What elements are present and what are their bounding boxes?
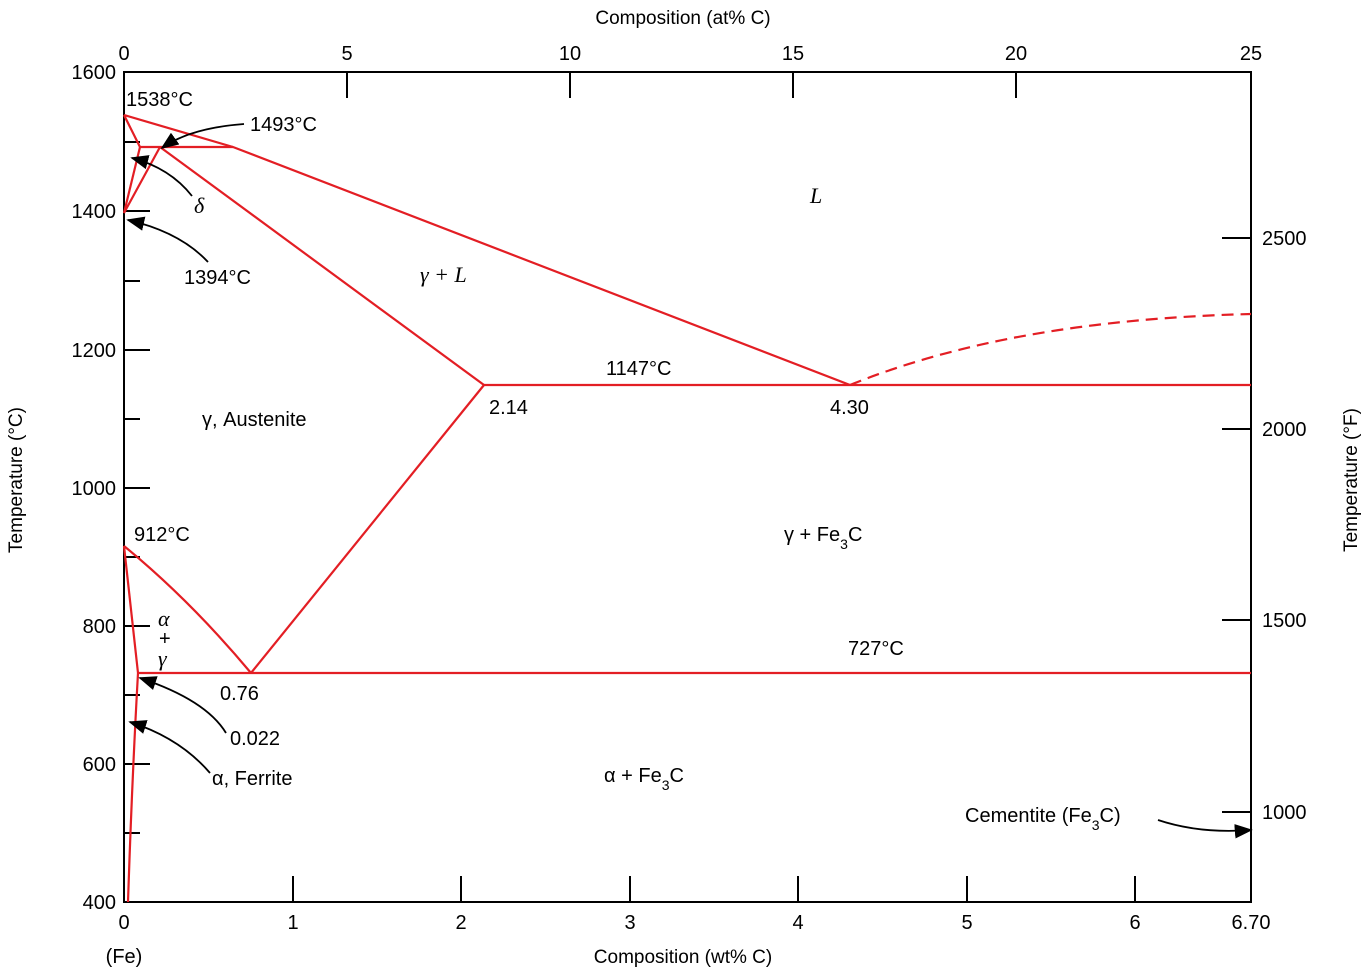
label-alpha-gamma-plus: + [159, 628, 171, 650]
tick-label: 0 [118, 43, 129, 65]
label-gamma-plus-liquid: γ + L [420, 262, 467, 287]
tick-label: 1600 [72, 62, 117, 84]
label-1394c: 1394°C [184, 267, 251, 289]
label-912c: 912°C [134, 524, 190, 546]
label-1147c: 1147°C [606, 358, 671, 380]
tick-label: 1200 [72, 340, 117, 362]
tick-label: 2000 [1262, 419, 1307, 441]
tick-label: 3 [624, 912, 635, 934]
tick-label: 20 [1005, 43, 1027, 65]
right-axis-title: Temperature (°F) [1341, 408, 1362, 552]
left-axis-ticks [124, 141, 150, 834]
top-axis-ticks [346, 72, 1017, 98]
label-austenite: γ, Austenite [202, 409, 307, 431]
delta-gamma-boundary [123, 146, 161, 214]
label-alpha-gamma-alpha: α [158, 606, 170, 631]
tick-label: 5 [961, 912, 972, 934]
diagram-annotations: 1538°C 1493°C δ 1394°C L γ + L 1147°C 2.… [126, 89, 1121, 833]
gamma-solidus [159, 146, 485, 386]
bottom-axis-title: Composition (wt% C) [594, 947, 772, 968]
arrow-0022 [138, 676, 227, 734]
tick-label: 600 [83, 754, 116, 776]
plot-frame [123, 71, 1252, 903]
label-1493c: 1493°C [250, 114, 317, 136]
arrow-cementite [1157, 819, 1253, 839]
label-alpha-plus-fe3c: α + Fe3C [604, 765, 684, 793]
tick-label: 2500 [1262, 228, 1307, 250]
delta-solvus [122, 146, 142, 214]
tick-label: 6.70 [1232, 912, 1271, 934]
label-4-30: 4.30 [830, 397, 869, 419]
tick-label: 800 [83, 616, 116, 638]
phase-boundaries [122, 113, 1252, 903]
tick-label: 1400 [72, 201, 117, 223]
label-0-76: 0.76 [220, 683, 259, 705]
tick-label: 4 [792, 912, 803, 934]
tick-label: 15 [782, 43, 804, 65]
tick-label: 1000 [1262, 802, 1307, 824]
right-tick-labels: 1000 1500 2000 2500 [1262, 228, 1307, 824]
bottom-axis-ticks [292, 876, 1136, 902]
tick-label: 6 [1129, 912, 1140, 934]
left-tick-labels: 400 600 800 1000 1200 1400 1600 [72, 62, 117, 914]
delta-solidus [123, 114, 141, 148]
ferrite-solvus [126, 672, 140, 903]
fe-origin-label: (Fe) [106, 946, 143, 968]
liquidus-line [123, 113, 851, 387]
alpha-gamma-boundary [122, 545, 140, 674]
left-axis-title: Temperature (°C) [6, 407, 27, 553]
label-727c: 727°C [848, 638, 904, 660]
label-2-14: 2.14 [489, 397, 528, 419]
tick-label: 1 [287, 912, 298, 934]
tick-label: 25 [1240, 43, 1262, 65]
right-axis-ticks [1222, 237, 1251, 813]
label-alpha-gamma-gamma: γ [158, 646, 168, 671]
label-gamma-plus-fe3c: γ + Fe3C [784, 524, 862, 552]
bottom-tick-labels: 0 1 2 3 4 5 6 6.70 (Fe) [106, 912, 1271, 968]
tick-label: 1500 [1262, 610, 1307, 632]
label-ferrite: α, Ferrite [212, 768, 292, 790]
tick-label: 10 [559, 43, 581, 65]
label-cementite: Cementite (Fe3C) [965, 805, 1121, 833]
tick-label: 2 [455, 912, 466, 934]
tick-label: 0 [118, 912, 129, 934]
arrow-delta [130, 155, 193, 197]
top-axis-title: Composition (at% C) [595, 8, 770, 29]
leader-arrows [126, 123, 1253, 839]
label-1538c: 1538°C [126, 89, 193, 111]
arrow-1493 [160, 123, 245, 150]
label-delta: δ [194, 193, 205, 218]
arrow-1394 [126, 216, 209, 263]
cementite-liquidus-dashed [849, 312, 1252, 387]
label-liquid: L [809, 183, 822, 208]
tick-label: 5 [341, 43, 352, 65]
acm-line [250, 384, 485, 674]
arrow-ferrite [128, 720, 211, 774]
top-tick-labels: 0 5 10 15 20 25 [118, 43, 1262, 65]
tick-label: 400 [83, 892, 116, 914]
label-0-022: 0.022 [230, 728, 280, 750]
a3-line [123, 545, 252, 674]
tick-label: 1000 [72, 478, 117, 500]
